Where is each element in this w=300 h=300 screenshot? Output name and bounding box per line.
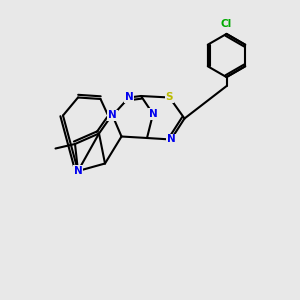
- Text: S: S: [166, 92, 173, 103]
- Text: N: N: [148, 109, 158, 119]
- Text: N: N: [124, 92, 134, 103]
- Text: N: N: [167, 134, 176, 145]
- Text: N: N: [74, 166, 82, 176]
- Text: Cl: Cl: [221, 19, 232, 29]
- Text: N: N: [108, 110, 117, 121]
